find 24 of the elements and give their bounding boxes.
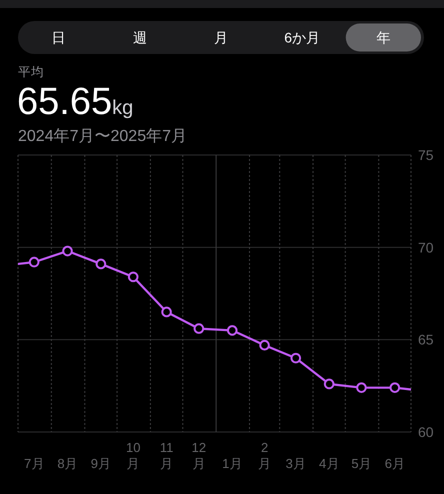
- x-tick-label: 8月: [57, 456, 78, 471]
- x-tick-label: 12 月: [192, 440, 206, 471]
- x-tick-label: 7月: [24, 456, 44, 471]
- segment-label: 年: [376, 30, 390, 46]
- subtitle: 2024年7月〜2025年7月: [18, 128, 187, 145]
- x-tick-label: 9月: [90, 456, 112, 471]
- y-tick-label: 75: [418, 147, 434, 163]
- x-tick-label: 3月: [286, 456, 306, 471]
- x-tick-label: 2 月: [258, 440, 272, 471]
- x-tick-label: 1月: [222, 456, 242, 471]
- x-tick-label: 5月: [351, 456, 372, 471]
- segment-label: 月: [214, 30, 228, 46]
- caption: 平均: [18, 65, 44, 79]
- x-tick-label: 6月: [384, 456, 405, 471]
- x-tick-label: 11 月: [160, 440, 174, 471]
- segment-label: 週: [132, 30, 147, 46]
- y-tick-label: 60: [418, 424, 434, 440]
- segment-label: 日: [52, 30, 66, 46]
- title: 65.65kg: [17, 81, 134, 123]
- y-tick-label: 70: [418, 239, 434, 256]
- y-tick-label: 65: [418, 332, 434, 348]
- x-tick-label: 4月: [319, 456, 340, 471]
- x-tick-label: 10 月: [126, 440, 140, 471]
- segment-label: 6か月: [284, 30, 320, 46]
